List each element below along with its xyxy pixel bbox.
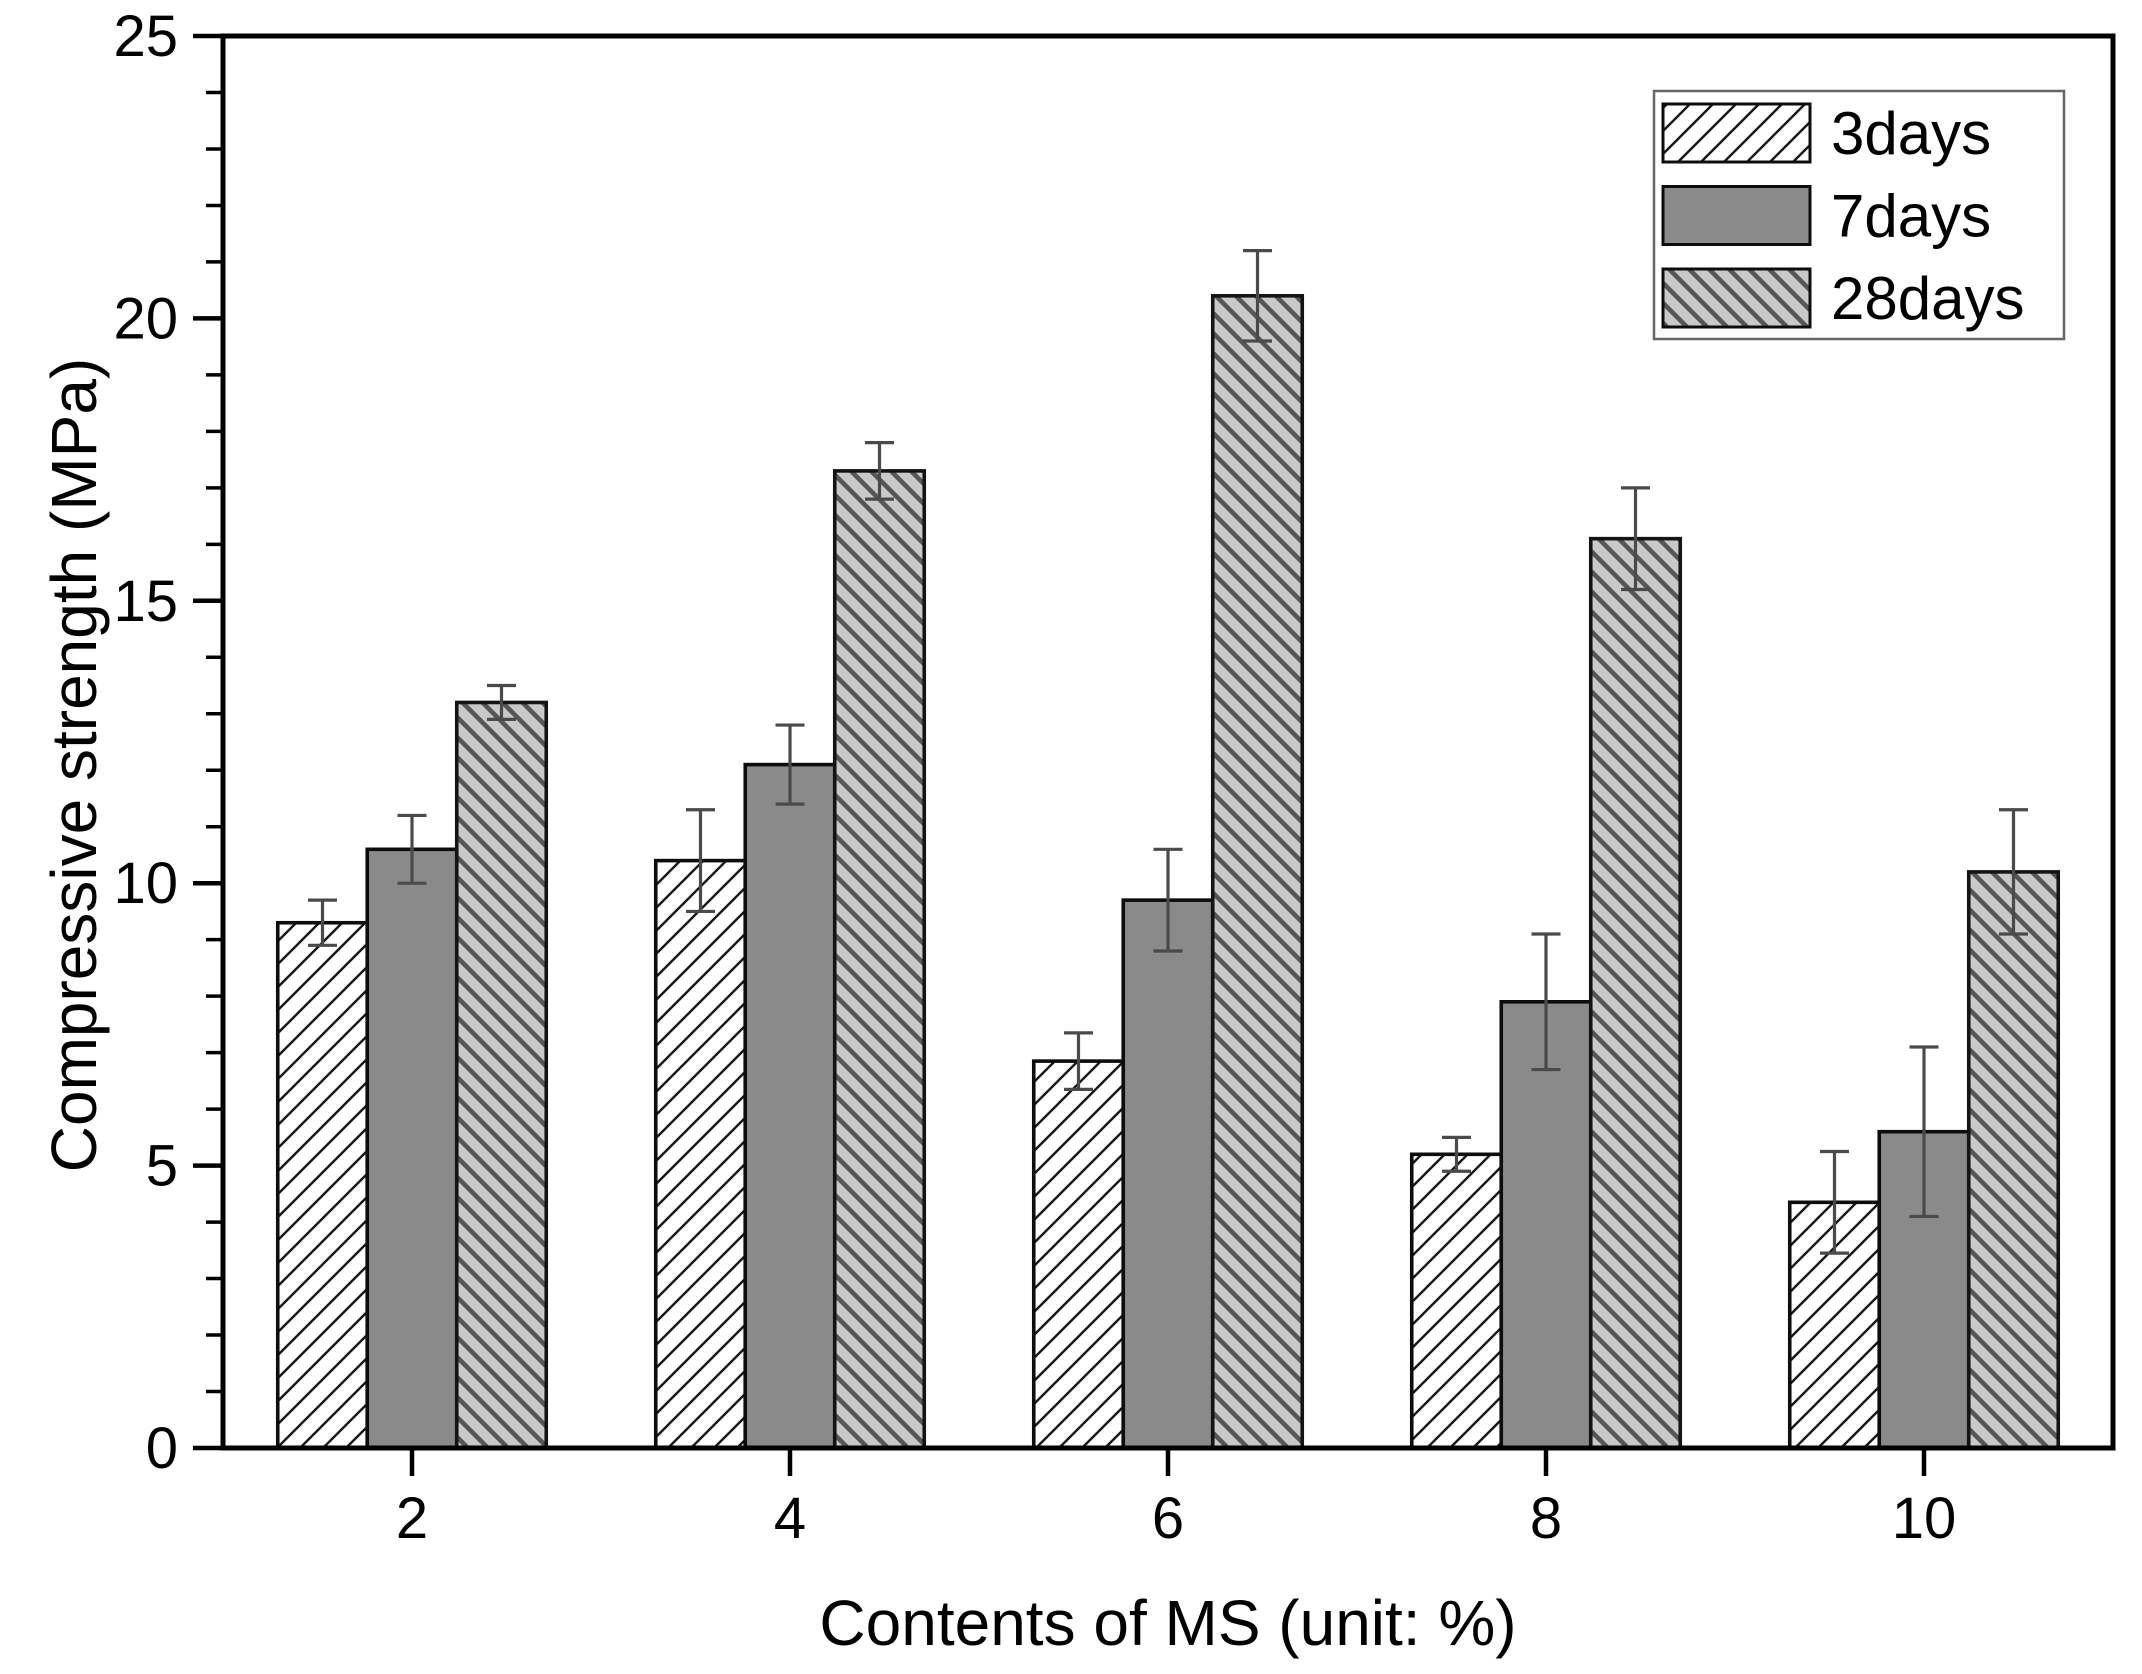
y-tick-label: 0 [146, 1416, 178, 1481]
legend-swatch-7days [1661, 185, 1812, 246]
y-tick-label: 20 [113, 286, 178, 351]
bar-3days-8 [1409, 1152, 1504, 1450]
error-bar-28days-10 [1999, 808, 2028, 936]
bar-3days-2 [275, 920, 370, 1450]
x-axis: 2 4 6 8 10 [396, 1448, 1956, 1551]
y-tick-label: 15 [113, 569, 178, 634]
bar-3days-6 [1031, 1059, 1126, 1450]
bar-7days-6 [1121, 898, 1215, 1450]
error-bar-3days-10 [1820, 1149, 1849, 1255]
bar-7days-8 [1499, 1000, 1593, 1450]
error-bar-28days-8 [1621, 486, 1650, 592]
x-tick-label: 10 [1892, 1486, 1957, 1551]
bar-7days-4 [743, 762, 837, 1450]
error-bar-28days-4 [865, 441, 894, 501]
bar-28days-2 [454, 700, 549, 1450]
error-bars-layer [308, 249, 2028, 1255]
x-tick-label: 8 [1530, 1486, 1562, 1551]
legend-label-7days: 7days [1831, 183, 1991, 250]
error-bar-7days-6 [1153, 847, 1183, 953]
error-bar-28days-6 [1243, 249, 1272, 343]
error-bar-7days-2 [397, 813, 427, 885]
y-axis: 0 5 10 15 20 25 [113, 4, 223, 1481]
bar-28days-8 [1588, 536, 1683, 1450]
plot-frame [220, 33, 2116, 1451]
legend-label-28days: 28days [1831, 265, 2024, 332]
x-tick-label: 2 [396, 1486, 428, 1551]
bar-28days-4 [832, 469, 927, 1450]
error-bar-3days-4 [686, 808, 715, 914]
error-bar-3days-8 [1442, 1135, 1471, 1173]
y-tick-label: 5 [146, 1134, 178, 1199]
bar-3days-4 [653, 858, 748, 1450]
bars-layer [275, 294, 2061, 1450]
bar-28days-6 [1210, 294, 1305, 1450]
legend-swatch-28days [1661, 267, 1812, 329]
legend: 3days 7days 28days [1652, 89, 2066, 341]
x-axis-title: Contents of MS (unit: %) [819, 1587, 1516, 1659]
bar-28days-10 [1966, 870, 2061, 1450]
error-bar-7days-4 [775, 723, 805, 806]
x-tick-label: 6 [1152, 1486, 1184, 1551]
error-bar-3days-6 [1064, 1031, 1093, 1091]
x-tick-label: 4 [774, 1486, 806, 1551]
y-axis-title: Compressive strength (MPa) [38, 358, 110, 1172]
y-tick-label: 25 [113, 4, 178, 69]
y-tick-label: 10 [113, 851, 178, 916]
legend-items: 3days 7days 28days [1661, 100, 2024, 332]
bar-7days-2 [365, 847, 459, 1450]
legend-swatch-3days [1661, 102, 1812, 164]
error-bar-28days-2 [487, 683, 516, 722]
error-bar-3days-2 [308, 898, 337, 947]
error-bar-7days-8 [1531, 932, 1561, 1072]
error-bar-7days-10 [1909, 1045, 1939, 1219]
legend-label-3days: 3days [1831, 100, 1991, 167]
